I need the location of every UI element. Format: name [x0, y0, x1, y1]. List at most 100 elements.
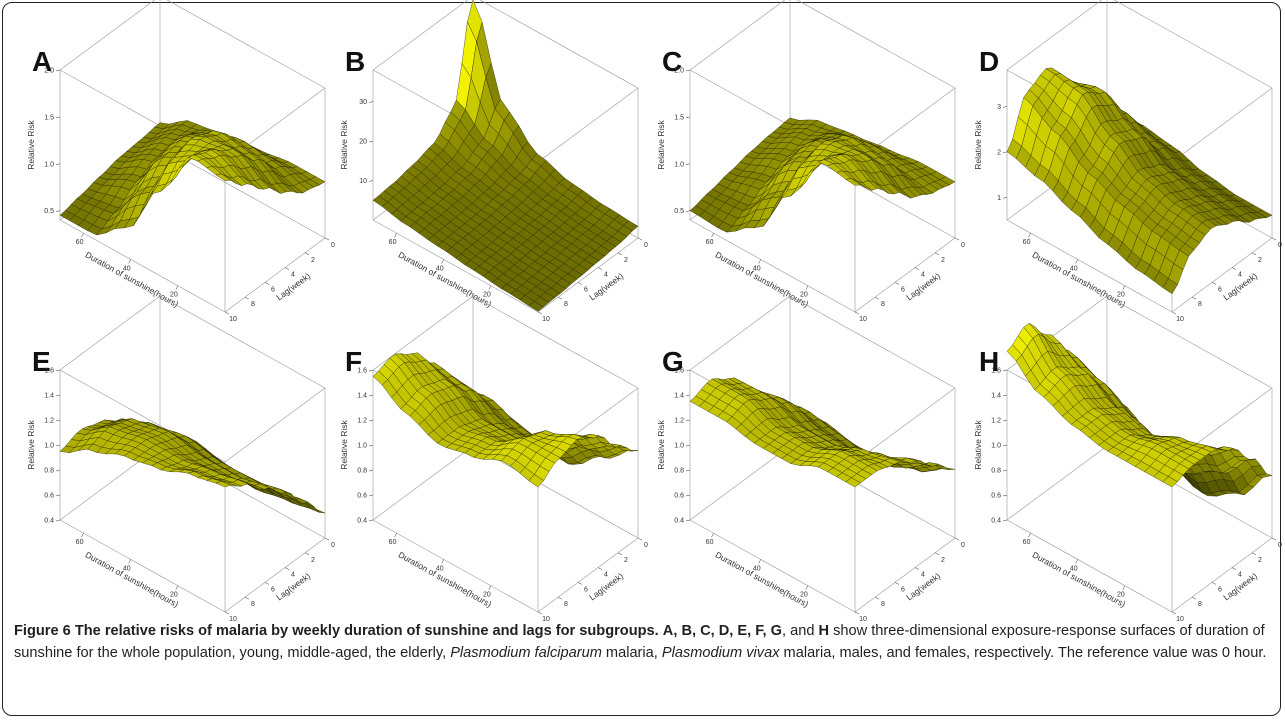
box-edge — [479, 0, 639, 89]
z-axis-label: Relative Risk — [339, 119, 349, 169]
z-tick-label: 0.6 — [991, 493, 1001, 500]
panel-b: B 10 20 30 Relative Risk 60 40 20 Duration of su… — [323, 0, 648, 330]
surface-patch — [215, 173, 232, 181]
surface-mesh — [59, 120, 326, 236]
z-tick — [368, 180, 374, 182]
x-tick-label: 40 — [1070, 265, 1078, 272]
z-tick-label: 0.4 — [357, 518, 367, 525]
y-tick — [637, 237, 643, 241]
y-tick — [954, 237, 960, 241]
z-tick — [1002, 419, 1008, 422]
z-tick — [685, 210, 691, 212]
y-tick — [1211, 282, 1217, 285]
x-axis-label: Duration of sunshine(hours) — [1031, 550, 1128, 610]
y-tick — [1271, 537, 1277, 541]
surface-patch — [528, 301, 544, 312]
box-edge — [1113, 0, 1273, 89]
surface-mesh — [372, 352, 639, 488]
z-axis: 0.4 0.6 0.8 1.0 1.2 1.4 1.6 Relative Risk — [26, 368, 61, 525]
x-tick — [805, 285, 809, 290]
box-edge — [537, 237, 639, 313]
y-tick — [244, 596, 250, 600]
z-tick — [1002, 494, 1008, 497]
y-tick-label: 4 — [291, 572, 295, 579]
y-tick-label: 4 — [604, 272, 608, 279]
box-edge — [1006, 445, 1108, 521]
x-tick — [175, 285, 179, 290]
y-tick — [1211, 582, 1217, 585]
x-tick-label: 40 — [436, 265, 444, 272]
y-tick — [284, 267, 290, 270]
y-tick-label: 2 — [624, 557, 628, 564]
y-tick-label: 10 — [229, 316, 237, 323]
z-tick-label: 0.4 — [674, 518, 684, 525]
y-tick — [557, 296, 563, 300]
z-axis-label: Relative Risk — [26, 119, 36, 169]
x-axis-label: Duration of sunshine(hours) — [714, 550, 811, 610]
box-edge — [59, 0, 156, 71]
y-tick — [1191, 596, 1197, 600]
z-tick — [685, 494, 691, 497]
x-tick — [81, 233, 84, 238]
y-tick-label: 2 — [311, 557, 315, 564]
x-tick — [441, 559, 444, 564]
y-tick — [597, 267, 603, 270]
panel-letter: G — [662, 346, 684, 377]
box-front — [1006, 519, 1273, 613]
x-tick-label: 40 — [123, 565, 131, 572]
z-axis-label: Relative Risk — [26, 419, 36, 469]
y-tick-label: 8 — [251, 301, 255, 308]
x-tick-label: 20 — [170, 592, 178, 599]
z-tick-label: 1.5 — [44, 114, 54, 121]
z-tick-label: 0.4 — [991, 518, 1001, 525]
box-edge — [689, 295, 791, 371]
box-front — [689, 219, 956, 313]
x-axis-label: Duration of sunshine(hours) — [1031, 250, 1128, 310]
x-tick — [711, 533, 714, 538]
panel-e: E 0.4 0.6 0.8 1.0 1.2 1.4 1.6 Relative Risk 60 40 2… — [10, 295, 335, 630]
y-tick — [894, 582, 900, 585]
z-tick — [55, 116, 61, 119]
x-tick-label: 40 — [1070, 565, 1078, 572]
z-tick — [685, 419, 691, 422]
y-tick-label: 10 — [229, 616, 237, 623]
y-tick — [637, 537, 643, 541]
y-tick — [874, 296, 880, 300]
y-tick-label: 2 — [311, 257, 315, 264]
x-tick-label: 40 — [753, 565, 761, 572]
y-tick-label: 6 — [271, 286, 275, 293]
y-tick-label: 6 — [901, 586, 905, 593]
panel-letter: C — [662, 46, 683, 77]
z-tick — [685, 369, 691, 372]
box-edge — [372, 519, 539, 613]
box-edge — [854, 537, 956, 613]
panel-g: G 0.4 0.6 0.8 1.0 1.2 1.4 1.6 Relative Risk 60 40 2… — [640, 295, 965, 630]
y-tick — [854, 611, 860, 615]
y-tick-label: 8 — [251, 601, 255, 608]
z-tick-label: 1.4 — [991, 393, 1001, 400]
panel-letter: E — [32, 346, 51, 377]
z-tick-label: 1.2 — [357, 418, 367, 425]
x-tick — [128, 559, 131, 564]
caption-last-key: H — [818, 623, 830, 639]
x-tick — [1075, 259, 1078, 264]
box-edge — [1006, 219, 1173, 313]
z-tick-label: 0.6 — [674, 493, 684, 500]
y-tick-label: 0 — [644, 542, 648, 549]
y-tick-label: 6 — [901, 286, 905, 293]
box-front — [59, 519, 326, 613]
z-axis: 0.4 0.6 0.8 1.0 1.2 1.4 1.6 Relative Risk — [339, 368, 374, 525]
caption-text-3: malaria, males, and females, respectivel… — [779, 645, 1267, 661]
y-tick-label: 0 — [331, 242, 335, 249]
z-tick-label: 1.5 — [674, 114, 684, 121]
surface-patch — [1162, 476, 1178, 488]
z-tick-label: 1.2 — [991, 418, 1001, 425]
